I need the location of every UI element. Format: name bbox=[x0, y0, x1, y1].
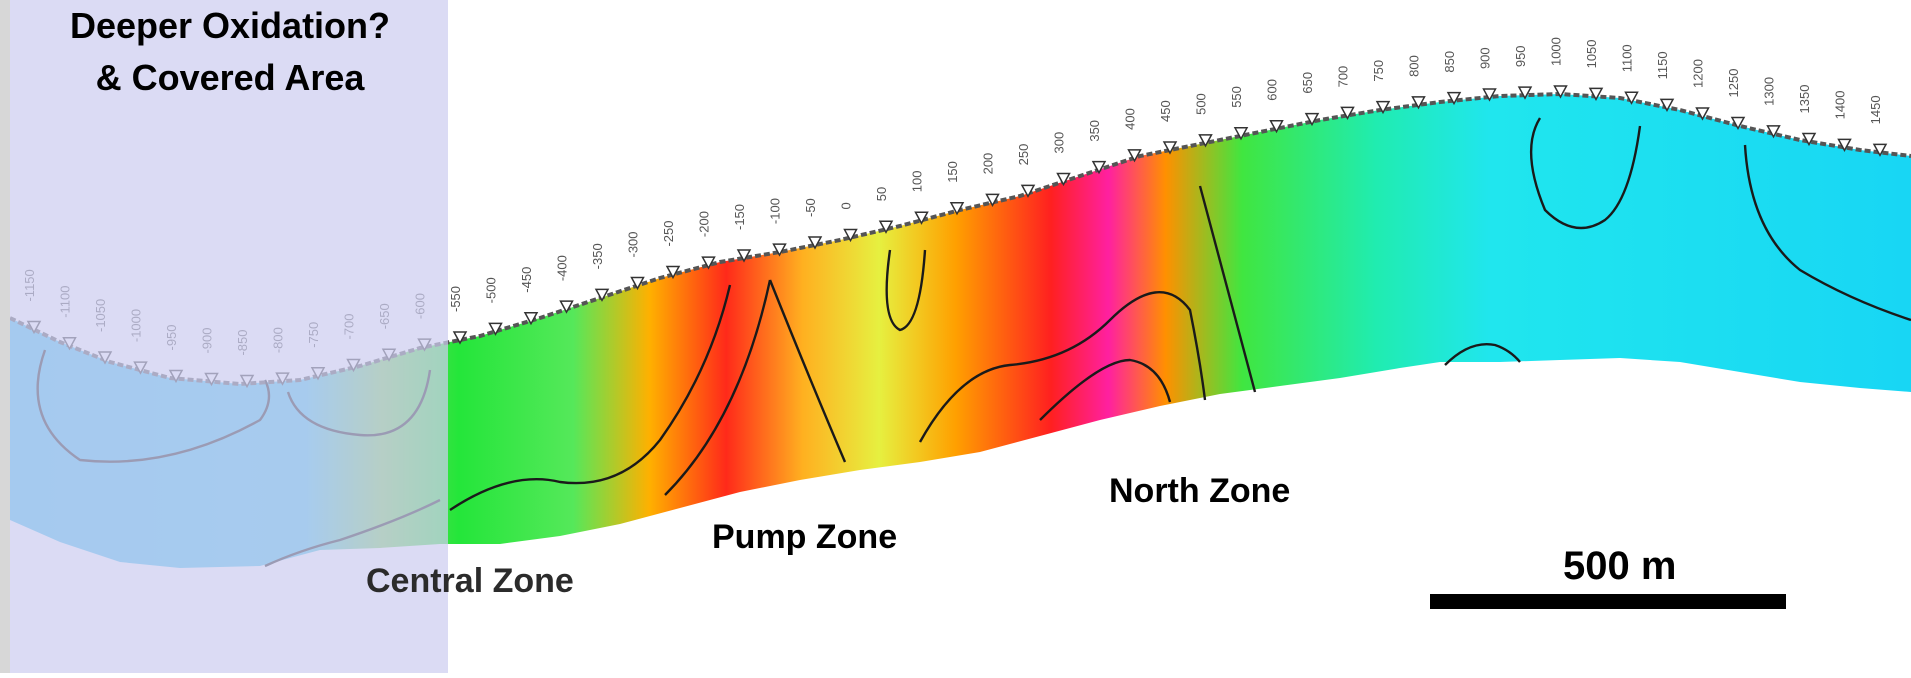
station-marker bbox=[1020, 184, 1036, 198]
station-label: 350 bbox=[1087, 120, 1102, 142]
station-marker bbox=[630, 276, 645, 291]
station-label: 1000 bbox=[1549, 37, 1564, 66]
station-marker bbox=[949, 202, 965, 216]
station-marker bbox=[1446, 91, 1462, 106]
station-marker bbox=[1482, 88, 1497, 102]
station-marker bbox=[523, 311, 539, 326]
station-label: 400 bbox=[1123, 108, 1138, 130]
title-line-1: Deeper Oxidation? bbox=[69, 5, 391, 46]
topography-line bbox=[9, 91, 1911, 387]
station-marker bbox=[914, 211, 929, 225]
station-marker bbox=[1695, 107, 1710, 121]
station-label: 0 bbox=[839, 202, 854, 209]
station-marker bbox=[1127, 149, 1142, 163]
station-label: 300 bbox=[1052, 132, 1067, 154]
station-marker bbox=[594, 288, 610, 302]
station-label: 500 bbox=[1194, 93, 1209, 115]
station-marker bbox=[665, 265, 681, 280]
covered-area-shading bbox=[0, 0, 448, 673]
station-marker bbox=[1872, 143, 1888, 157]
title-box: Deeper Oxidation? & Covered Area bbox=[0, 0, 460, 104]
station-label: 200 bbox=[981, 153, 996, 175]
station-marker bbox=[985, 193, 1000, 207]
station-label: -200 bbox=[697, 211, 712, 237]
scale-bar-label: 500 m bbox=[1563, 544, 1677, 588]
station-marker bbox=[1766, 125, 1781, 139]
central-zone-label: Central Zone bbox=[366, 562, 574, 600]
station-marker bbox=[878, 220, 894, 234]
station-marker bbox=[1233, 127, 1249, 141]
station-label: 800 bbox=[1407, 55, 1422, 77]
station-label: 1450 bbox=[1868, 95, 1883, 124]
station-marker bbox=[1730, 116, 1746, 131]
station-label: -550 bbox=[448, 286, 463, 312]
scale-bar bbox=[1430, 594, 1786, 609]
station-label: 850 bbox=[1442, 51, 1457, 73]
station-label: 150 bbox=[945, 161, 960, 183]
station-label: 900 bbox=[1478, 47, 1493, 69]
station-label: 50 bbox=[874, 187, 889, 201]
station-label: 1400 bbox=[1833, 90, 1848, 119]
station-marker bbox=[1588, 87, 1604, 101]
station-marker bbox=[1056, 172, 1071, 187]
station-label: -350 bbox=[590, 243, 605, 269]
station-label: 100 bbox=[910, 171, 925, 193]
station-label: 600 bbox=[1265, 79, 1280, 101]
station-label: 1250 bbox=[1726, 69, 1741, 98]
station-label: -150 bbox=[732, 204, 747, 230]
station-marker bbox=[807, 236, 823, 250]
station-label: 750 bbox=[1371, 60, 1386, 82]
station-marker bbox=[1553, 85, 1568, 99]
station-label: -100 bbox=[768, 198, 783, 224]
station-marker bbox=[488, 322, 503, 336]
station-marker bbox=[1411, 96, 1426, 110]
station-marker bbox=[1198, 134, 1213, 148]
north-zone-label: North Zone bbox=[1109, 472, 1291, 510]
station-marker bbox=[843, 228, 858, 243]
station-marker bbox=[736, 249, 752, 263]
station-marker bbox=[701, 256, 716, 270]
station-label: -450 bbox=[519, 267, 534, 293]
station-label: 1200 bbox=[1691, 59, 1706, 88]
left-edge-strip bbox=[0, 0, 10, 673]
station-marker bbox=[1162, 141, 1178, 155]
station-label: 950 bbox=[1513, 45, 1528, 67]
station-marker bbox=[1269, 119, 1284, 134]
station-label: 1150 bbox=[1655, 51, 1670, 79]
station-label: 1050 bbox=[1584, 39, 1599, 68]
station-marker bbox=[559, 300, 574, 314]
station-marker bbox=[1517, 86, 1533, 100]
station-marker bbox=[1375, 100, 1391, 115]
station-label: 550 bbox=[1229, 86, 1244, 108]
station-label: 1100 bbox=[1620, 44, 1635, 72]
station-label: -250 bbox=[661, 221, 676, 247]
station-marker bbox=[1091, 160, 1107, 175]
station-label: 250 bbox=[1016, 144, 1031, 166]
station-label: -400 bbox=[555, 255, 570, 281]
station-label: 700 bbox=[1336, 66, 1351, 88]
station-marker bbox=[1304, 112, 1320, 127]
section-fill bbox=[10, 94, 1911, 568]
station-marker bbox=[1837, 138, 1852, 152]
station-marker bbox=[772, 243, 787, 257]
station-label: -500 bbox=[484, 277, 499, 303]
station-label: -300 bbox=[626, 231, 641, 257]
station-marker bbox=[1340, 106, 1355, 120]
station-label: 1350 bbox=[1797, 85, 1812, 114]
station-marker bbox=[1801, 132, 1817, 147]
title-line-2: & Covered Area bbox=[95, 57, 365, 98]
station-marker bbox=[1659, 98, 1675, 112]
station-label: 450 bbox=[1158, 100, 1173, 122]
station-marker bbox=[452, 331, 468, 345]
station-label: 1300 bbox=[1762, 77, 1777, 106]
station-label: -50 bbox=[803, 198, 818, 217]
station-label: 650 bbox=[1300, 72, 1315, 94]
station-marker bbox=[1624, 91, 1639, 105]
pump-zone-label: Pump Zone bbox=[712, 518, 898, 556]
